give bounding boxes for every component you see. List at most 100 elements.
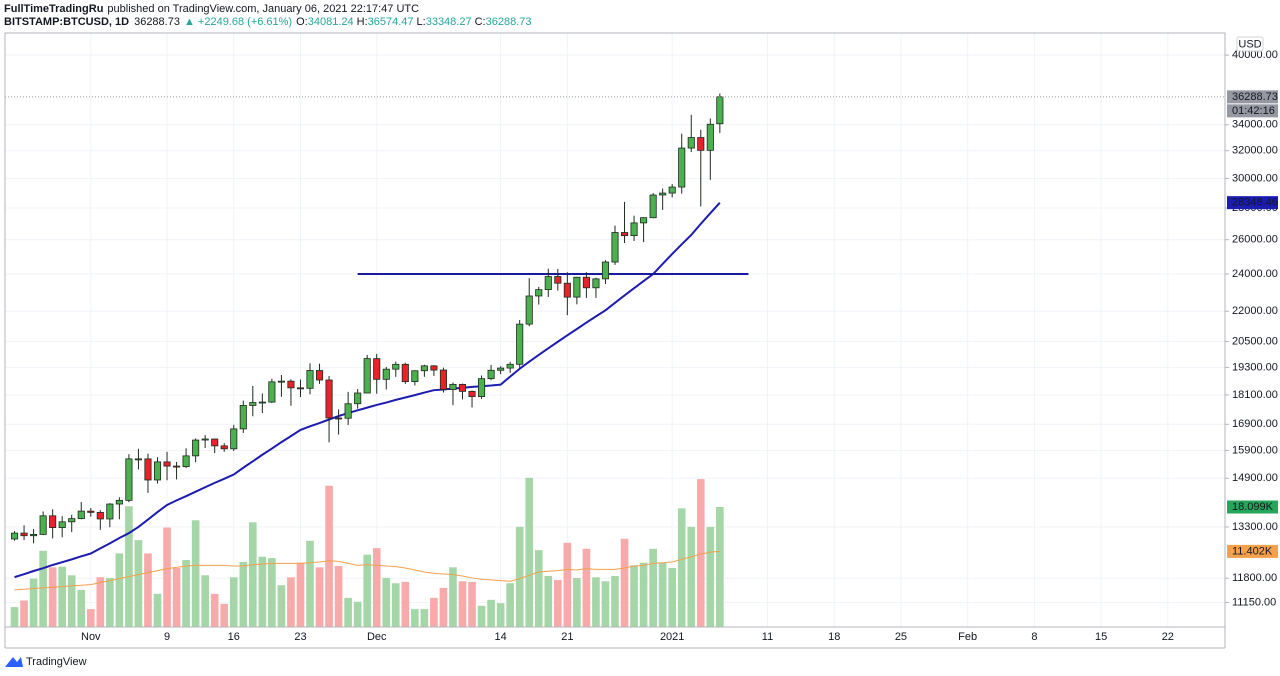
candle-body bbox=[697, 137, 705, 151]
volume-bar bbox=[344, 597, 352, 627]
candle-body bbox=[535, 289, 543, 297]
candle-body bbox=[525, 295, 533, 325]
candle-body bbox=[487, 369, 495, 380]
open-label: O: bbox=[296, 16, 308, 28]
high-label: H: bbox=[357, 16, 368, 28]
candle-body bbox=[306, 370, 314, 389]
candle-body bbox=[39, 515, 47, 535]
candle-body bbox=[211, 438, 219, 447]
unit-label: USD bbox=[1238, 38, 1261, 50]
candle-body bbox=[68, 518, 76, 523]
candle-body bbox=[58, 521, 66, 528]
candle-body bbox=[382, 368, 390, 380]
candle-body bbox=[430, 365, 438, 371]
candle-body bbox=[420, 365, 428, 372]
volume-bar bbox=[191, 520, 200, 627]
volume-bar bbox=[363, 554, 371, 627]
volume-bar bbox=[325, 485, 333, 627]
y-tick-label: 18100.00 bbox=[1232, 389, 1278, 401]
volume-bar bbox=[10, 607, 19, 627]
volume-bar bbox=[696, 479, 705, 627]
candle-body bbox=[439, 369, 447, 390]
candle-body bbox=[49, 515, 57, 528]
candle-body bbox=[10, 532, 19, 540]
y-tick-label: 15900.00 bbox=[1232, 444, 1278, 456]
candle-body bbox=[363, 358, 371, 394]
pane-border bbox=[4, 32, 1226, 628]
volume-bar bbox=[506, 583, 514, 627]
candle-body bbox=[706, 123, 714, 151]
candle-body bbox=[573, 276, 581, 298]
candle-body bbox=[77, 510, 85, 520]
header-line-1: FullTimeTradingRu published on TradingVie… bbox=[4, 3, 419, 15]
candle-body bbox=[325, 379, 333, 419]
volume-bar bbox=[582, 548, 591, 627]
volume-bar bbox=[372, 548, 381, 627]
volume-bar bbox=[496, 603, 505, 627]
ma-label: 28348.46 bbox=[1232, 197, 1278, 209]
volume-bar bbox=[125, 506, 133, 627]
volume-bar bbox=[229, 577, 238, 627]
volume-bar bbox=[620, 538, 629, 627]
volume-bar bbox=[249, 522, 257, 627]
high-value: 36574.47 bbox=[368, 16, 414, 28]
y-tick-label: 13300.00 bbox=[1232, 521, 1278, 533]
candle-body bbox=[620, 232, 629, 237]
axes: 40000.0034000.0032000.0030000.0028000.00… bbox=[81, 49, 1278, 643]
candle-body bbox=[687, 137, 695, 149]
candle-body bbox=[411, 370, 419, 383]
candle-body bbox=[249, 402, 257, 406]
volume-bar bbox=[439, 587, 448, 627]
x-tick-label: 16 bbox=[228, 631, 240, 643]
volume-bar bbox=[58, 566, 66, 627]
volume-ma-label-box bbox=[1227, 544, 1278, 558]
volume-bar bbox=[411, 609, 419, 627]
y-tick-label: 19300.00 bbox=[1232, 361, 1278, 373]
volume-bar bbox=[220, 603, 229, 627]
volume-bar bbox=[677, 508, 686, 627]
x-tick-label: 21 bbox=[561, 631, 573, 643]
y-tick-label: 24000.00 bbox=[1232, 268, 1278, 280]
candle-body bbox=[630, 222, 638, 237]
y-tick-label: 11150.00 bbox=[1232, 596, 1276, 608]
volume-bar bbox=[277, 585, 286, 627]
volume-bar bbox=[668, 567, 676, 627]
low-label: L: bbox=[417, 16, 426, 28]
volume-label: 18.099K bbox=[1232, 501, 1274, 513]
x-tick-label: 15 bbox=[1095, 631, 1107, 643]
candle-body bbox=[125, 458, 133, 501]
candle-body bbox=[563, 282, 571, 298]
candle-body bbox=[678, 147, 686, 188]
volume-bar bbox=[315, 567, 324, 627]
x-tick-label: Dec bbox=[367, 631, 387, 643]
volume-bar bbox=[268, 558, 276, 627]
volume-bar bbox=[144, 553, 152, 627]
candle-body bbox=[354, 392, 362, 405]
candle-body bbox=[344, 403, 352, 419]
candle-body bbox=[173, 465, 181, 468]
volume-bar bbox=[106, 577, 114, 627]
y-tick-label: 32000.00 bbox=[1232, 145, 1278, 157]
candle-body bbox=[20, 532, 28, 537]
volume-bar bbox=[334, 566, 343, 627]
publisher: FullTimeTradingRu bbox=[4, 3, 103, 15]
candle-body bbox=[277, 380, 285, 383]
logo-icon bbox=[5, 657, 23, 667]
candle-body bbox=[153, 461, 162, 481]
candle-body bbox=[115, 499, 123, 505]
volume-bar bbox=[20, 600, 28, 627]
y-tick-label: 34000.00 bbox=[1232, 119, 1278, 131]
volume-bar bbox=[477, 605, 486, 627]
ma-line bbox=[14, 201, 721, 579]
x-tick-label: 18 bbox=[828, 631, 840, 643]
volume-bar bbox=[716, 507, 724, 627]
volume-ma-line bbox=[14, 550, 720, 591]
candle-body bbox=[163, 461, 171, 467]
price-pane bbox=[5, 93, 1225, 579]
x-tick-label: 22 bbox=[1162, 631, 1174, 643]
logo bbox=[5, 657, 23, 667]
x-tick-label: 25 bbox=[895, 631, 907, 643]
candle-body bbox=[373, 358, 381, 380]
candle-body bbox=[544, 276, 552, 291]
candle-body bbox=[192, 439, 200, 457]
